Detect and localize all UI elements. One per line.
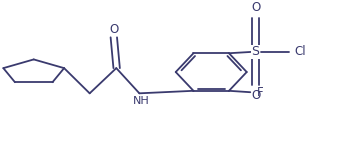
Text: NH: NH [133, 96, 149, 106]
Text: O: O [110, 23, 119, 36]
Text: S: S [252, 45, 260, 58]
Text: O: O [251, 1, 260, 14]
Text: Cl: Cl [294, 45, 306, 58]
Text: F: F [257, 86, 263, 99]
Text: O: O [251, 89, 260, 102]
